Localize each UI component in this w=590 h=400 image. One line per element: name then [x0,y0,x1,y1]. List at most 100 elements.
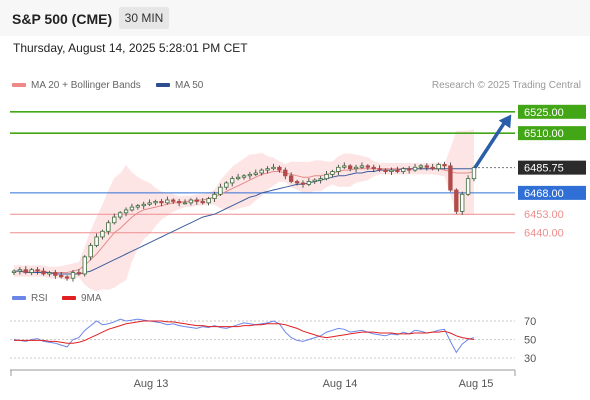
candle [359,162,365,169]
candle [353,164,359,173]
rsi-ma-line [14,320,475,344]
x-tick-aug-14: Aug 14 [323,378,358,390]
rsi-panel: 70 50 30 [10,316,536,365]
candle-body [395,169,400,172]
legend-rsi-label: RSI [31,293,48,304]
candle [371,164,376,173]
candle [94,233,99,248]
candle-body [336,166,341,172]
candle-body [283,169,288,177]
instrument-title: S&P 500 (CME) [12,11,113,27]
candle-body [82,256,87,275]
candle-body [17,269,23,272]
candle-body [353,166,359,170]
level-label-bg-6525.00 [518,104,586,119]
candle-body [159,201,164,204]
candle-body [230,178,235,184]
candle-body [247,173,253,177]
candle [88,242,93,261]
candle-body [342,165,347,168]
candle-body [324,173,329,180]
candle [135,203,141,210]
candle [106,220,111,235]
legend-ma20-label: MA 20 + Bollinger Bands [31,80,141,91]
candle [123,207,129,217]
candle-body [11,270,17,273]
candle [347,164,353,172]
candle-body [59,274,64,278]
candle [188,198,194,206]
candle [182,199,188,205]
candle [241,174,247,180]
x-axis: Aug 13 Aug 14 Aug 15 [10,369,516,390]
candle [424,163,429,171]
candle [117,211,123,220]
timeframe-button[interactable]: 30 MIN [119,7,169,29]
candle-body [147,202,152,205]
candle [47,270,52,277]
candle-body [153,201,158,204]
legend-9ma-label: 9MA [81,293,102,304]
candle-body [271,166,276,170]
candle [448,162,453,192]
candle [377,165,382,172]
candle-body [235,176,241,180]
candle [342,162,347,169]
candle [300,180,306,188]
candle-body [112,216,117,224]
candle-body [194,199,199,202]
candle [141,201,146,210]
level-label-6440.00: 6440.00 [524,228,564,240]
candle-body [430,166,435,170]
level-labels: 6525.00 6510.00 6485.75 6468.00 6453.00 6440.… [518,104,586,240]
candle-body [383,169,388,172]
candle-body [330,171,335,175]
level-label-6525.00: 6525.00 [524,107,564,119]
candle-body [436,164,441,170]
candle-body [460,193,465,212]
level-label-bg-6485.75 [518,160,586,175]
candle-body [176,201,182,204]
candle [112,213,117,225]
candle-body [35,269,40,272]
rsi-ma-swatch [62,296,76,301]
candle-body [389,169,394,172]
datetime-label: Thursday, August 14, 2025 5:28:01 PM CET [13,41,248,55]
candle [235,173,241,181]
legend-ma50-label: MA 50 [175,80,204,91]
candle-body [135,205,141,208]
rsi-line [13,318,475,354]
candle [454,188,459,214]
candle [230,176,235,187]
candle [82,255,87,277]
candle-body [29,269,34,273]
candle-body [171,199,176,202]
candle-body [64,276,70,279]
projection-arrow [473,114,512,169]
candle [176,198,182,207]
rsi-tick-70: 70 [524,316,536,328]
candle [212,191,217,202]
candle-body [289,175,294,182]
candle-body [70,272,76,279]
candle [277,165,282,173]
candle-body [318,178,323,181]
candle-body [23,269,28,273]
candle [324,170,329,181]
rsi-swatch [12,296,26,301]
candle-body [347,165,353,170]
credit-label: Research © 2025 Trading Central [431,80,581,91]
candlesticks [11,161,477,282]
candle [59,271,64,279]
candle [171,198,176,204]
candle [200,198,205,205]
candle-body [100,230,105,238]
candle-body [454,189,459,212]
candle [17,267,23,275]
candle-body [265,168,270,171]
header-bar [0,0,590,36]
candle-body [188,199,194,204]
candle-body [206,198,211,204]
candle [365,164,371,170]
